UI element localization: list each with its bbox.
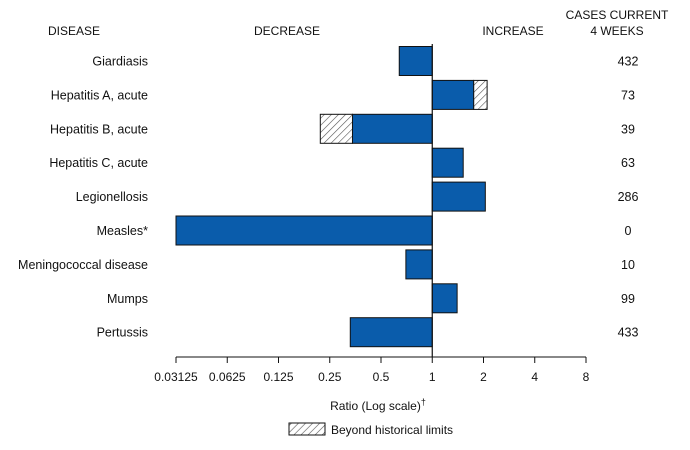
bar-hepatitis-b-acute xyxy=(351,113,433,144)
category-label-measles: Measles* xyxy=(97,224,149,238)
bar-pertussis xyxy=(349,317,433,348)
category-label-legionellosis: Legionellosis xyxy=(76,190,148,204)
legend-label: Beyond historical limits xyxy=(331,423,453,437)
header-disease: DISEASE xyxy=(48,24,100,38)
x-tick-label: 0.5 xyxy=(373,370,390,384)
cases-value-hepatitis-b-acute: 39 xyxy=(621,122,635,136)
header-cases-line1: CASES CURRENT xyxy=(566,8,669,22)
x-tick-label: 0.125 xyxy=(263,370,293,384)
cases-value-giardiasis: 432 xyxy=(618,55,639,69)
cases-value-meningococcal-disease: 10 xyxy=(621,258,635,272)
cases-value-pertussis: 433 xyxy=(618,326,639,340)
cases-value-mumps: 99 xyxy=(621,292,635,306)
legend-hatch-swatch xyxy=(288,422,326,436)
cases-value-measles: 0 xyxy=(625,224,632,238)
x-tick-label: 0.25 xyxy=(318,370,342,384)
cases-value-hepatitis-a-acute: 73 xyxy=(621,88,635,102)
x-axis-title: Ratio (Log scale)† xyxy=(330,397,426,413)
x-tick-label: 8 xyxy=(583,370,590,384)
x-tick-label: 4 xyxy=(531,370,538,384)
bar-hepatitis-c-acute xyxy=(431,147,464,178)
category-label-giardiasis: Giardiasis xyxy=(92,55,148,69)
category-label-hepatitis-c-acute: Hepatitis C, acute xyxy=(49,156,148,170)
chart-rows: Giardiasis 432 Hepatitis A, acute 73 Hepatit… xyxy=(18,46,639,348)
x-tick-label: 0.0625 xyxy=(209,370,246,384)
x-tick-label: 0.03125 xyxy=(154,370,198,384)
category-label-hepatitis-a-acute: Hepatitis A, acute xyxy=(51,88,148,102)
hatch-bar-hepatitis-a-acute xyxy=(473,79,488,110)
bar-measles xyxy=(175,215,433,246)
x-tick-label: 2 xyxy=(480,370,487,384)
cases-value-legionellosis: 286 xyxy=(618,190,639,204)
bar-giardiasis xyxy=(398,46,433,76)
hatch-bar-hepatitis-b-acute xyxy=(319,113,353,144)
x-axis: 0.03125 0.0625 0.125 0.25 0.5 1 2 4 8 xyxy=(154,44,590,384)
x-axis-title-dagger: † xyxy=(421,397,426,407)
cases-value-hepatitis-c-acute: 63 xyxy=(621,156,635,170)
bar-legionellosis xyxy=(431,181,486,212)
bar-hepatitis-a-acute xyxy=(431,79,475,110)
category-label-meningococcal-disease: Meningococcal disease xyxy=(18,258,148,272)
x-tick-label: 1 xyxy=(429,370,436,384)
category-label-mumps: Mumps xyxy=(107,292,148,306)
header-cases-line2: 4 WEEKS xyxy=(590,24,643,38)
category-label-hepatitis-b-acute: Hepatitis B, acute xyxy=(50,122,148,136)
header-increase: INCREASE xyxy=(482,24,543,38)
legend: Beyond historical limits xyxy=(288,422,453,437)
bar-meningococcal-disease xyxy=(405,249,433,280)
header-decrease: DECREASE xyxy=(254,24,320,38)
bar-mumps xyxy=(431,283,458,314)
x-axis-title-text: Ratio (Log scale) xyxy=(330,399,421,413)
category-label-pertussis: Pertussis xyxy=(97,326,148,340)
